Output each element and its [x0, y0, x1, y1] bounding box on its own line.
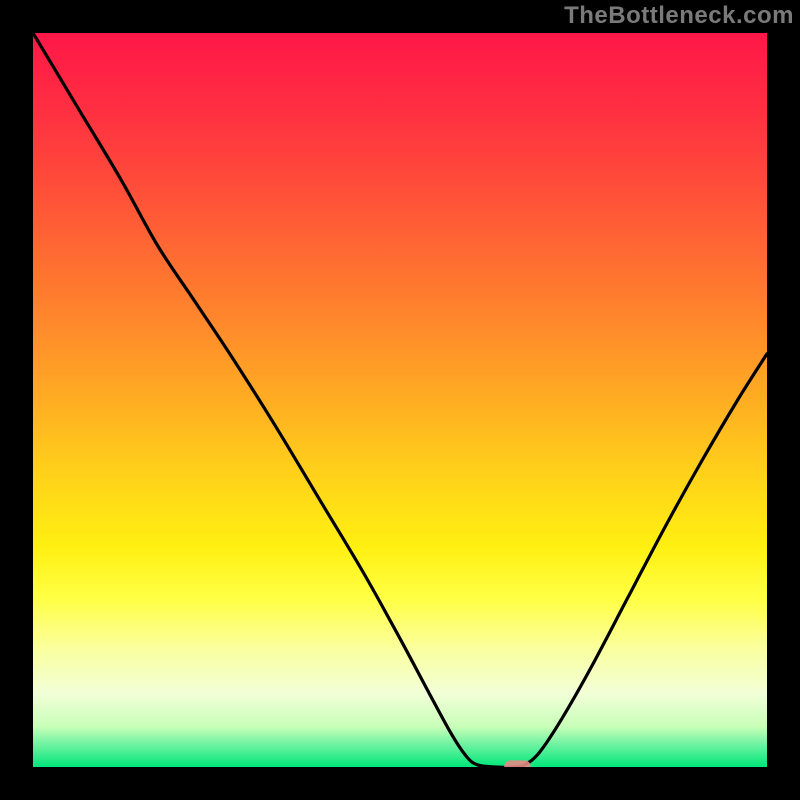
watermark-text: TheBottleneck.com: [564, 2, 794, 30]
bottleneck-curve-chart: [0, 0, 800, 800]
chart-frame: TheBottleneck.com: [0, 0, 800, 800]
